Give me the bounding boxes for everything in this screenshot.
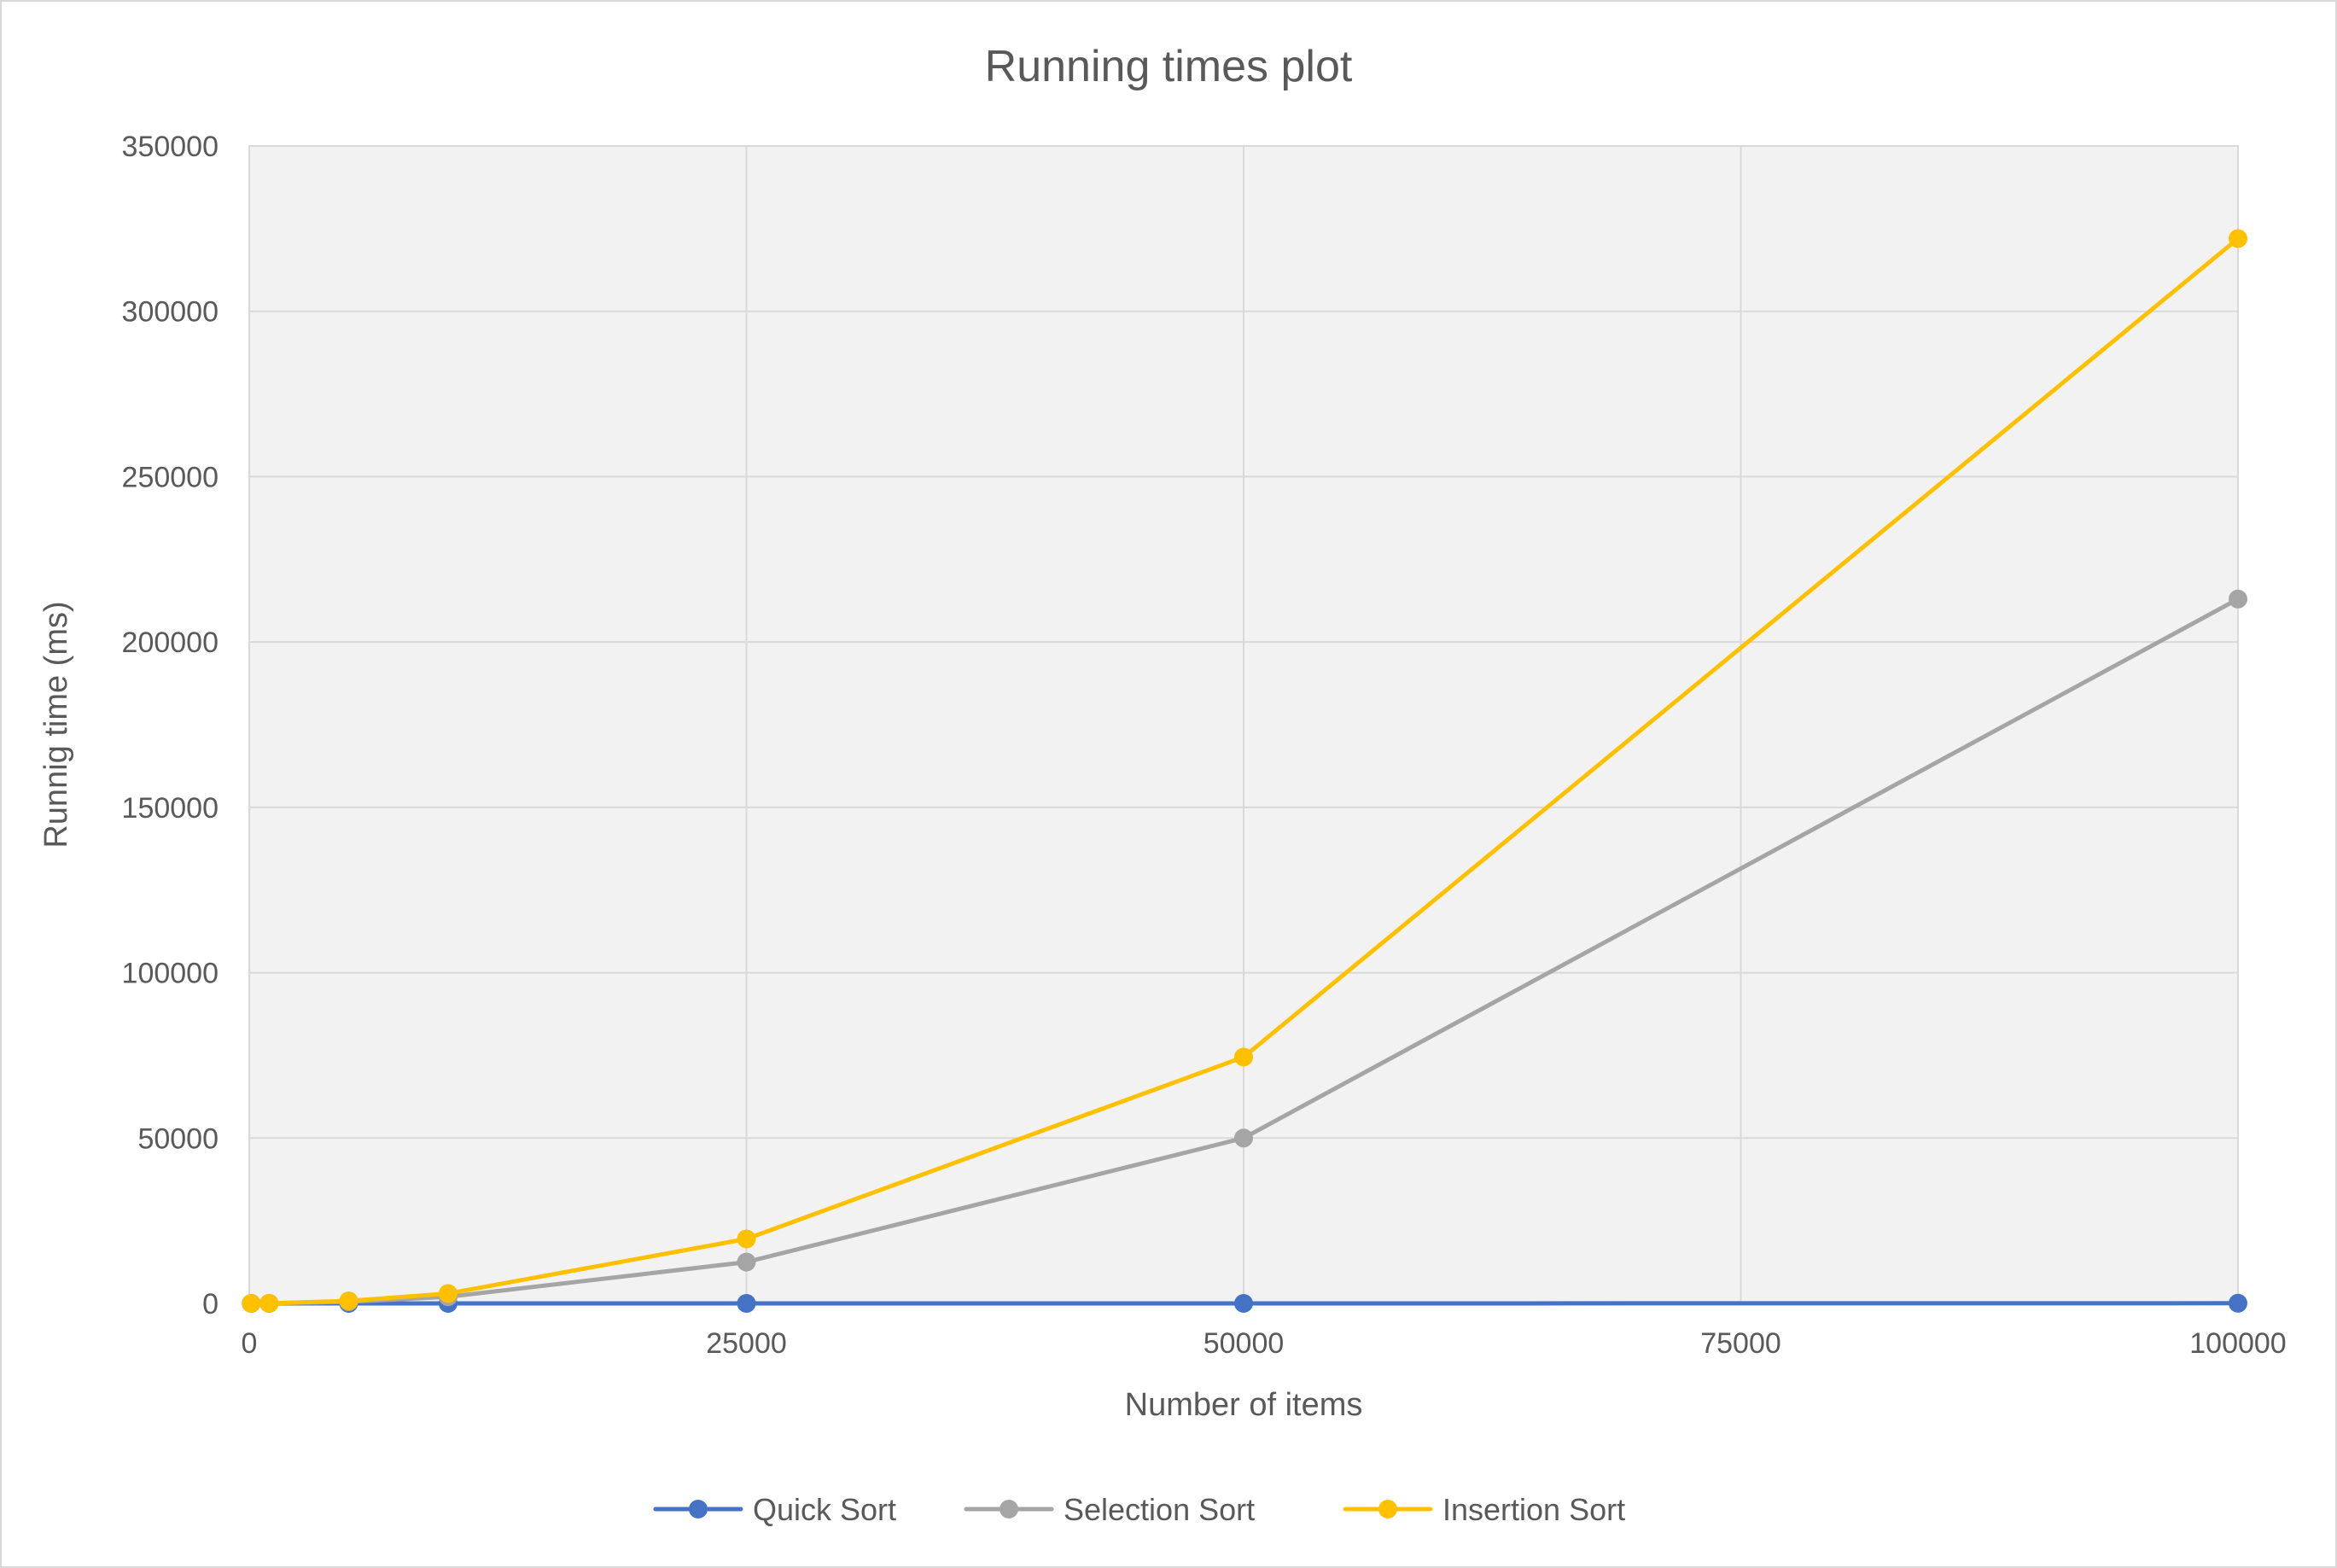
x-tick-label: 50000 [1203, 1327, 1285, 1360]
insertion-sort-point[interactable] [1234, 1047, 1253, 1067]
y-tick-label: 250000 [122, 461, 219, 493]
legend-swatch-marker [1378, 1500, 1397, 1518]
legend-swatch-marker [999, 1500, 1018, 1518]
legend-label: Insertion Sort [1442, 1492, 1625, 1527]
quick-sort-point[interactable] [737, 1294, 756, 1313]
y-tick-label: 150000 [122, 792, 219, 825]
y-tick-label: 50000 [137, 1122, 219, 1155]
y-tick-label: 100000 [122, 958, 219, 990]
series-insertion-sort [242, 229, 2247, 1313]
y-axis-title: Runnig time (ms) [38, 601, 74, 848]
selection-sort-point[interactable] [2229, 589, 2247, 609]
quick-sort-point[interactable] [1234, 1294, 1253, 1313]
y-tick-label: 0 [202, 1288, 219, 1320]
x-tick-label: 100000 [2189, 1327, 2286, 1360]
quick-sort-point[interactable] [2229, 1293, 2247, 1313]
legend-label: Quick Sort [753, 1492, 896, 1527]
x-tick-label: 25000 [706, 1327, 787, 1360]
y-tick-label: 350000 [122, 131, 219, 163]
y-tick-label: 300000 [122, 296, 219, 329]
insertion-sort-point[interactable] [339, 1291, 358, 1311]
y-axis-tick-labels: 0 50000 100000 150000 200000 250000 300000 3500… [122, 131, 219, 1320]
legend[interactable]: Quick Sort Selection Sort Insertion Sort [653, 1492, 1625, 1527]
x-axis-title: Number of items [1125, 1387, 1363, 1423]
insertion-sort-point[interactable] [439, 1284, 457, 1303]
x-axis-tick-labels: 0 25000 50000 75000 100000 [242, 1327, 2287, 1360]
insertion-sort-point[interactable] [737, 1229, 756, 1249]
y-tick-label: 200000 [122, 627, 219, 659]
insertion-sort-point[interactable] [242, 1294, 261, 1313]
legend-item-insertion-sort[interactable]: Insertion Sort [1343, 1492, 1625, 1527]
legend-swatch-marker [689, 1500, 708, 1518]
insertion-sort-point[interactable] [259, 1293, 279, 1313]
insertion-sort-point[interactable] [2229, 229, 2247, 248]
series-group [242, 229, 2247, 1313]
x-tick-label: 0 [242, 1327, 258, 1360]
chart-title: Running times plot [985, 42, 1353, 91]
x-tick-label: 75000 [1700, 1327, 1781, 1360]
legend-label: Selection Sort [1064, 1492, 1255, 1527]
selection-sort-point[interactable] [737, 1252, 756, 1272]
selection-sort-point[interactable] [1234, 1128, 1253, 1148]
legend-item-quick-sort[interactable]: Quick Sort [653, 1492, 896, 1527]
legend-item-selection-sort[interactable]: Selection Sort [964, 1492, 1255, 1527]
